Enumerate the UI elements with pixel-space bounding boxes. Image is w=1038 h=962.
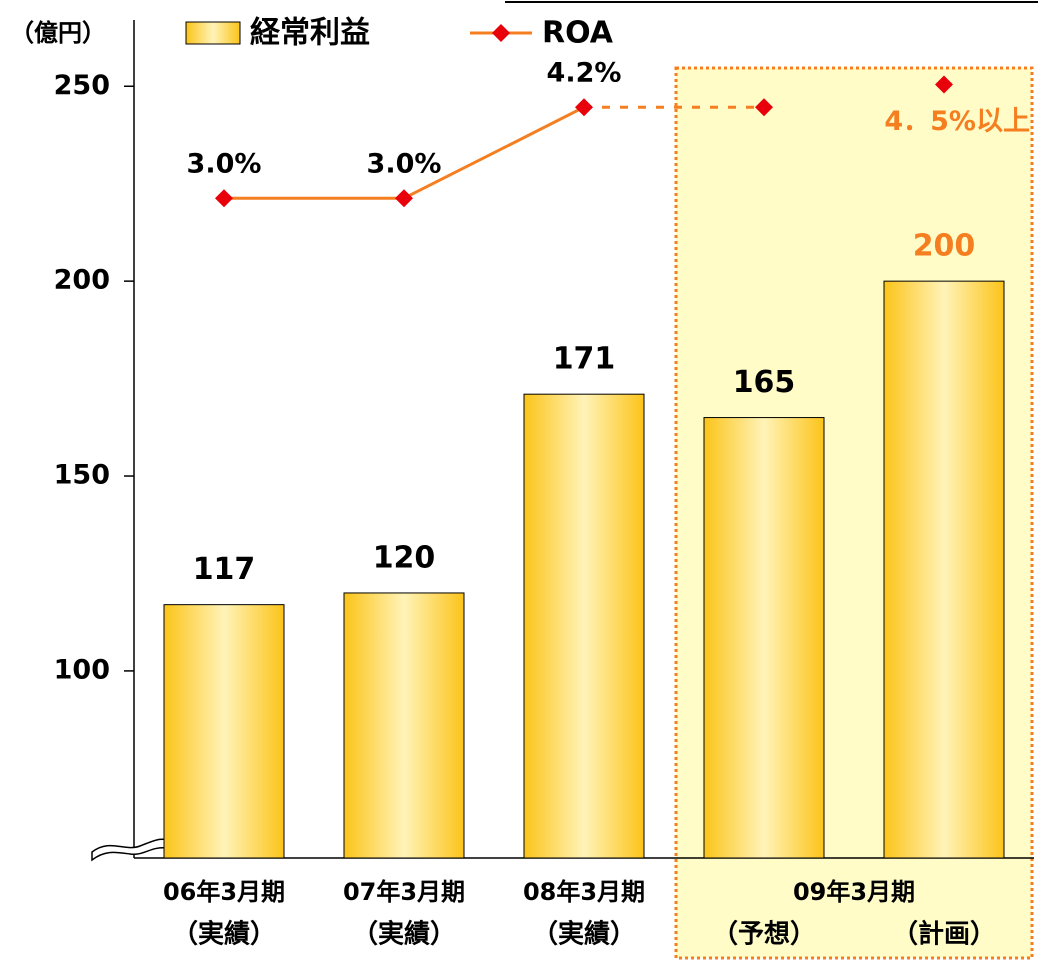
bar-value-label: 117 (193, 552, 256, 587)
roa-value-label: 3.0% (187, 149, 262, 180)
roa-marker (575, 98, 593, 117)
bar-value-label: 120 (373, 540, 436, 575)
legend-label: ROA (542, 16, 614, 51)
axis-break (91, 838, 169, 862)
legend-swatch (185, 21, 241, 45)
y-unit: （億円） (10, 19, 106, 47)
roa-value-label: 4.2% (547, 58, 622, 89)
y-tick-label: 150 (54, 460, 110, 491)
period-label: 09年3月期 (793, 878, 915, 906)
bar-value-label: 200 (913, 229, 976, 264)
y-tick-label: 200 (54, 265, 110, 296)
period-label: 07年3月期 (343, 878, 465, 906)
bar (703, 417, 825, 859)
roa-marker (395, 189, 413, 208)
roa-marker (215, 189, 233, 208)
bar (163, 604, 285, 859)
x-tick-label: （予想） (712, 920, 816, 950)
x-tick-label: （実績） (172, 919, 276, 950)
legend-label: 経常利益 (250, 16, 370, 51)
bar-value-label: 165 (733, 365, 796, 400)
bar (883, 280, 1005, 859)
x-tick-label: （実績） (532, 919, 636, 950)
y-tick-label: 250 (54, 70, 110, 101)
bar (343, 592, 465, 859)
legend-marker (492, 24, 510, 42)
roa-value-label: 3.0% (367, 149, 442, 180)
period-label: 06年3月期 (163, 878, 285, 906)
y-tick-label: 100 (54, 654, 110, 685)
x-tick-label: （計画） (892, 919, 996, 950)
roa-value-label: 4．5%以上 (884, 106, 1030, 137)
x-tick-label: （実績） (352, 919, 456, 950)
period-label: 08年3月期 (523, 878, 645, 906)
roa-marker (935, 75, 953, 94)
bar-value-label: 171 (553, 342, 616, 377)
roa-marker (755, 98, 773, 117)
roa-line-segment (403, 105, 585, 200)
bar (523, 393, 645, 859)
